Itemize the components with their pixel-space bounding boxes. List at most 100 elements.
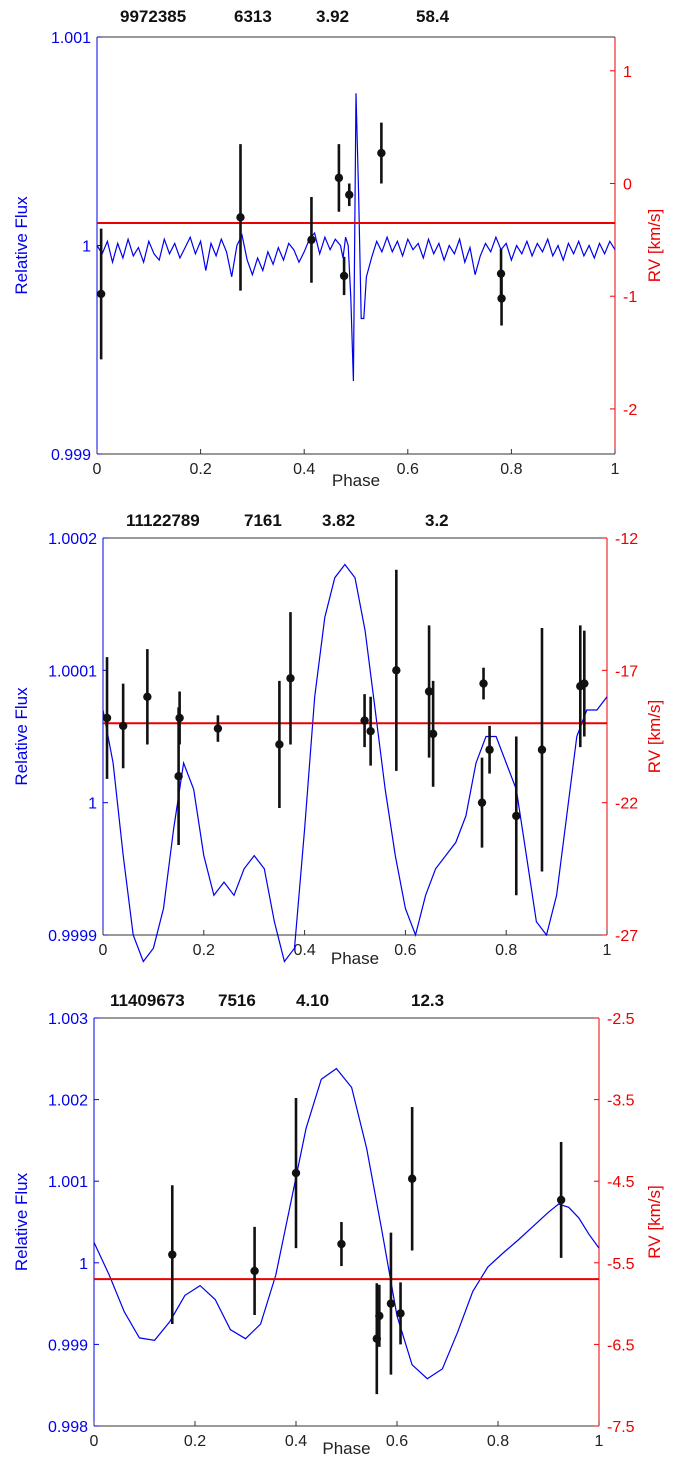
x-tick-label: 1 xyxy=(603,942,612,959)
header-value: 9972385 xyxy=(120,7,186,26)
left-y-axis-label: Relative Flux xyxy=(12,196,31,295)
rv-data-point xyxy=(307,235,316,245)
right-y-tick-label: -4.5 xyxy=(607,1174,635,1191)
left-y-tick-label: 0.998 xyxy=(48,1419,88,1436)
rv-data-point xyxy=(424,687,434,696)
right-y-axis-label: RV [km/s] xyxy=(645,700,664,773)
x-tick-label: 0 xyxy=(90,1433,99,1450)
right-y-tick-label: -5.5 xyxy=(607,1256,635,1273)
x-tick-label: 0.8 xyxy=(495,942,517,959)
x-tick-label: 0 xyxy=(93,461,102,478)
rv-data-point xyxy=(537,745,547,754)
header-value: 3.92 xyxy=(316,7,349,26)
panel-3: 11409673 7516 4.10 12.3 0 0.2 0.4 0.6 0.8 1 Phase 0… xyxy=(12,991,664,1458)
rv-data-point xyxy=(143,692,152,701)
rv-data-point xyxy=(213,724,223,733)
rv-data-point xyxy=(377,148,386,158)
x-tick-label: 0.8 xyxy=(487,1433,509,1450)
panel-1: 9972385 6313 3.92 58.4 0 0.2 0.4 0.6 0.8 1 Phase 0.… xyxy=(12,7,664,490)
x-tick-label: 0.4 xyxy=(285,1433,307,1450)
right-y-axis-label: RV [km/s] xyxy=(645,209,664,282)
header-value: 6313 xyxy=(234,7,272,26)
rv-data-point xyxy=(275,740,284,749)
rv-data-point xyxy=(334,173,344,183)
x-axis-label: Phase xyxy=(331,949,379,968)
rv-data-point xyxy=(291,1168,301,1178)
rv-data-point xyxy=(174,772,183,781)
left-y-tick-label: 1 xyxy=(82,239,91,256)
x-tick-label: 0.6 xyxy=(386,1433,408,1450)
rv-data-point xyxy=(168,1250,177,1259)
rv-data-point xyxy=(96,289,106,299)
rv-data-point xyxy=(580,679,589,688)
right-y-tick-label: -22 xyxy=(615,796,638,813)
rv-data-point xyxy=(386,1299,396,1308)
x-tick-label: 1 xyxy=(611,461,620,478)
rv-data-point xyxy=(337,1239,346,1249)
header-value: 7161 xyxy=(244,511,282,530)
left-y-axis-label: Relative Flux xyxy=(12,687,31,786)
x-tick-label: 0.2 xyxy=(193,942,215,959)
x-tick-label: 1 xyxy=(595,1433,604,1450)
rv-data-point xyxy=(407,1174,417,1183)
left-y-tick-label: 0.9999 xyxy=(48,928,97,945)
left-y-tick-label: 1 xyxy=(79,1256,88,1273)
rv-data-point xyxy=(366,727,375,736)
left-y-tick-label: 1.001 xyxy=(51,30,91,47)
panel-2: 11122789 7161 3.82 3.2 0 0.2 0.4 0.6 0.8 1 Phase 0.… xyxy=(12,511,664,968)
left-y-axis-label: Relative Flux xyxy=(12,1172,31,1271)
header-value: 58.4 xyxy=(416,7,450,26)
x-tick-label: 0.2 xyxy=(184,1433,206,1450)
rv-data-point xyxy=(392,666,401,675)
header-value: 12.3 xyxy=(411,991,444,1010)
header-value: 3.2 xyxy=(425,511,449,530)
right-y-tick-label: -12 xyxy=(615,531,638,548)
right-y-tick-label: 1 xyxy=(623,64,632,81)
right-y-tick-label: -2.5 xyxy=(607,1011,635,1028)
rv-data-point xyxy=(396,1309,405,1318)
x-tick-label: 0.6 xyxy=(394,942,416,959)
flux-curve-line xyxy=(93,1067,600,1380)
right-y-tick-label: 0 xyxy=(623,177,632,194)
left-y-tick-label: 1.0002 xyxy=(48,531,97,548)
rv-data-point xyxy=(345,190,354,199)
rv-data-point xyxy=(339,271,349,281)
rv-data-point xyxy=(118,721,128,731)
x-tick-label: 0 xyxy=(99,942,108,959)
rv-data-point xyxy=(102,713,112,723)
x-axis-label: Phase xyxy=(322,1439,370,1458)
header-value: 11409673 xyxy=(110,991,185,1010)
x-tick-label: 0.4 xyxy=(293,942,315,959)
left-y-tick-label: 1.001 xyxy=(48,1174,88,1191)
x-tick-label: 0.6 xyxy=(397,461,419,478)
right-y-tick-label: -7.5 xyxy=(607,1419,635,1436)
x-axis-label: Phase xyxy=(332,471,380,490)
rv-data-point xyxy=(236,213,245,222)
right-y-tick-label: -1 xyxy=(623,289,637,306)
rv-data-point xyxy=(286,674,295,683)
flux-curve-line xyxy=(96,93,616,382)
x-tick-label: 0.2 xyxy=(189,461,211,478)
right-y-tick-label: -2 xyxy=(623,402,637,419)
left-y-tick-label: 1.002 xyxy=(48,1093,88,1110)
right-y-axis-label: RV [km/s] xyxy=(645,1185,664,1258)
header-value: 4.10 xyxy=(296,991,329,1010)
x-tick-label: 0.8 xyxy=(500,461,522,478)
header-value: 11122789 xyxy=(126,511,200,530)
rv-data-point xyxy=(556,1195,566,1205)
left-y-tick-label: 0.999 xyxy=(51,447,91,464)
right-y-tick-label: -6.5 xyxy=(607,1337,635,1354)
header-value: 7516 xyxy=(218,991,256,1010)
right-y-tick-label: -3.5 xyxy=(607,1093,635,1110)
left-y-tick-label: 1.0001 xyxy=(48,663,97,680)
rv-data-point xyxy=(512,811,521,821)
flux-curve-line xyxy=(102,563,608,963)
left-y-tick-label: 0.999 xyxy=(48,1337,88,1354)
rv-data-point xyxy=(360,716,369,725)
rv-data-point xyxy=(477,798,487,807)
rv-data-point xyxy=(175,713,184,723)
rv-data-point xyxy=(497,294,506,303)
x-tick-label: 0.4 xyxy=(293,461,315,478)
right-y-tick-label: -17 xyxy=(615,663,638,680)
rv-data-point xyxy=(375,1311,384,1321)
